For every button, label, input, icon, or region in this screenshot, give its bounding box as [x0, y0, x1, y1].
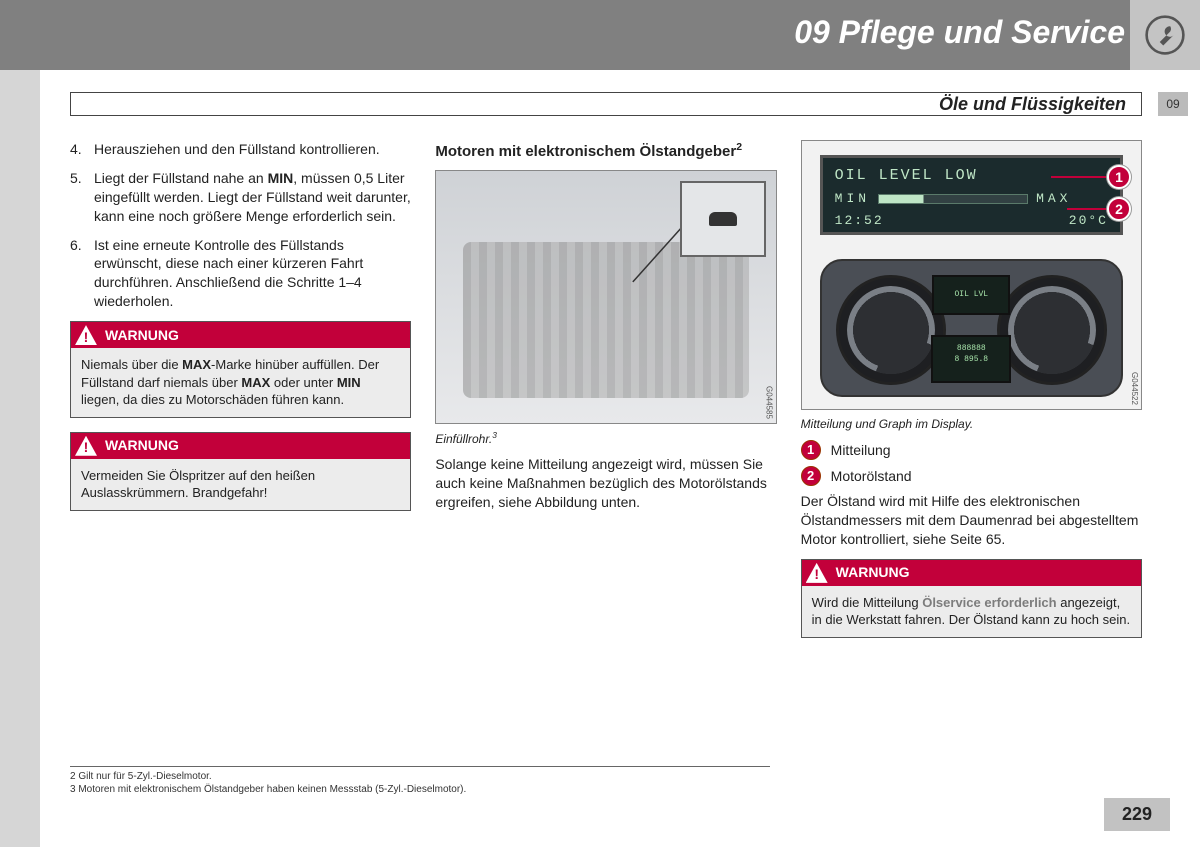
callout-1: 1 — [1107, 165, 1131, 189]
warning-header: ! WARNUNG — [71, 322, 410, 348]
callout-2: 2 — [1107, 197, 1131, 221]
callout-line — [1051, 176, 1107, 178]
lcd-display: OIL LEVEL LOW MIN MAX 12:52 20°C — [820, 155, 1123, 235]
column-heading: Motoren mit elektronischem Ölstandgeber2 — [435, 140, 776, 162]
legend-row: 2 Motorölstand — [801, 466, 1142, 486]
instrument-cluster: OIL LVL 888888 8 895.8 — [820, 259, 1123, 397]
list-text: Liegt der Füllstand nahe an MIN, müssen … — [94, 169, 411, 226]
text-run: oder unter — [270, 375, 337, 390]
legend-number: 1 — [801, 440, 821, 460]
column-1: 4. Herausziehen und den Füllstand kontro… — [70, 140, 411, 652]
paragraph: Solange keine Mitteilung angezeigt wird,… — [435, 455, 776, 512]
section-subtitle: Öle und Flüssigkeiten — [933, 94, 1132, 115]
lcd-line-3: 12:52 20°C — [835, 212, 1108, 230]
warning-body: Wird die Mitteilung Ölservice erforderli… — [802, 586, 1141, 637]
warning-box: ! WARNUNG Vermeiden Sie Ölspritzer auf d… — [70, 432, 411, 511]
warning-title: WARNUNG — [105, 326, 179, 345]
page-number: 229 — [1104, 798, 1170, 831]
text-bold: MIN — [268, 170, 294, 186]
oil-cap-callout — [680, 181, 766, 257]
footnotes: 2 Gilt nur für 5-Zyl.-Dieselmotor. 3 Mot… — [70, 766, 770, 797]
warning-icon: ! — [75, 325, 97, 345]
warning-body: Vermeiden Sie Ölspritzer auf den heißen … — [71, 459, 410, 510]
column-2: Motoren mit elektronischem Ölstandgeber2… — [435, 140, 776, 652]
text-run: liegen, da dies zu Motorschäden führen k… — [81, 392, 344, 407]
lcd-bar-icon — [878, 194, 1028, 204]
lcd-text: OIL LEVEL LOW — [835, 166, 978, 186]
oil-cap-icon — [709, 212, 737, 226]
legend-number: 2 — [801, 466, 821, 486]
caption-sup: 3 — [492, 430, 497, 440]
lcd-max: MAX — [1036, 191, 1071, 206]
list-item: 6. Ist eine erneute Kontrolle des Füllst… — [70, 236, 411, 312]
odometer: 888888 8 895.8 — [931, 335, 1011, 383]
list-text: Herausziehen und den Füllstand kontrolli… — [94, 140, 411, 159]
dashboard-figure: OIL LEVEL LOW MIN MAX 12:52 20°C 1 2 OIL … — [801, 140, 1142, 410]
text-run: Wird die Mitteilung — [812, 595, 923, 610]
center-display-icon: OIL LVL — [932, 275, 1010, 315]
warning-icon: ! — [806, 563, 828, 583]
warning-title: WARNUNG — [836, 563, 910, 582]
image-code: G044585 — [763, 386, 774, 419]
chapter-tab: 09 — [1158, 92, 1188, 116]
lcd-line-2: MIN MAX — [835, 190, 1108, 208]
list-text: Ist eine erneute Kontrolle des Füllstand… — [94, 236, 411, 312]
warning-box: ! WARNUNG Niemals über die MAX-Marke hin… — [70, 321, 411, 418]
column-3: OIL LEVEL LOW MIN MAX 12:52 20°C 1 2 OIL … — [801, 140, 1142, 652]
warning-body: Niemals über die MAX-Marke hinüber auffü… — [71, 348, 410, 417]
warning-title: WARNUNG — [105, 436, 179, 455]
text-run: Niemals über die — [81, 357, 182, 372]
list-item: 5. Liegt der Füllstand nahe an MIN, müss… — [70, 169, 411, 226]
legend-row: 1 Mitteilung — [801, 440, 1142, 460]
warning-icon: ! — [75, 436, 97, 456]
image-code: G044522 — [1128, 372, 1139, 405]
odo-line: 888888 — [933, 343, 1009, 354]
caption-text: Einfüllrohr. — [435, 432, 492, 446]
legend-label: Mitteilung — [831, 441, 891, 460]
heading-sup: 2 — [736, 141, 742, 153]
text-service: Ölservice erforderlich — [922, 595, 1056, 610]
speedometer-icon — [836, 275, 946, 385]
callout-line — [1067, 208, 1107, 210]
heading-text: Motoren mit elektronischem Ölstandgeber — [435, 143, 736, 160]
text-run: Liegt der Füllstand nahe an — [94, 170, 268, 186]
tachometer-icon — [997, 275, 1107, 385]
footnote: 2 Gilt nur für 5-Zyl.-Dieselmotor. — [70, 771, 770, 782]
content-columns: 4. Herausziehen und den Füllstand kontro… — [70, 140, 1142, 652]
legend-label: Motorölstand — [831, 467, 912, 486]
paragraph: Der Ölstand wird mit Hilfe des elektroni… — [801, 492, 1142, 549]
lcd-temp: 20°C — [1069, 212, 1108, 230]
wrench-icon — [1130, 0, 1200, 70]
warning-header: ! WARNUNG — [802, 560, 1141, 586]
list-number: 4. — [70, 140, 94, 159]
text-bold: MIN — [337, 375, 361, 390]
text-bold: MAX — [241, 375, 270, 390]
list-number: 5. — [70, 169, 94, 226]
page-header: 09 Pflege und Service — [0, 0, 1200, 70]
odo-line: 8 895.8 — [933, 354, 1009, 365]
left-margin — [0, 0, 40, 847]
text-bold: MAX — [182, 357, 211, 372]
list-number: 6. — [70, 236, 94, 312]
lcd-time: 12:52 — [835, 212, 884, 230]
footnote: 3 Motoren mit elektronischem Ölstandgebe… — [70, 784, 770, 795]
warning-header: ! WARNUNG — [71, 433, 410, 459]
list-item: 4. Herausziehen und den Füllstand kontro… — [70, 140, 411, 159]
figure-caption: Einfüllrohr.3 — [435, 430, 776, 447]
warning-box: ! WARNUNG Wird die Mitteilung Ölservice … — [801, 559, 1142, 638]
lcd-min: MIN — [835, 191, 870, 206]
engine-figure: G044585 — [435, 170, 776, 424]
figure-caption: Mitteilung und Graph im Display. — [801, 416, 1142, 432]
chapter-title: 09 Pflege und Service — [794, 14, 1125, 51]
